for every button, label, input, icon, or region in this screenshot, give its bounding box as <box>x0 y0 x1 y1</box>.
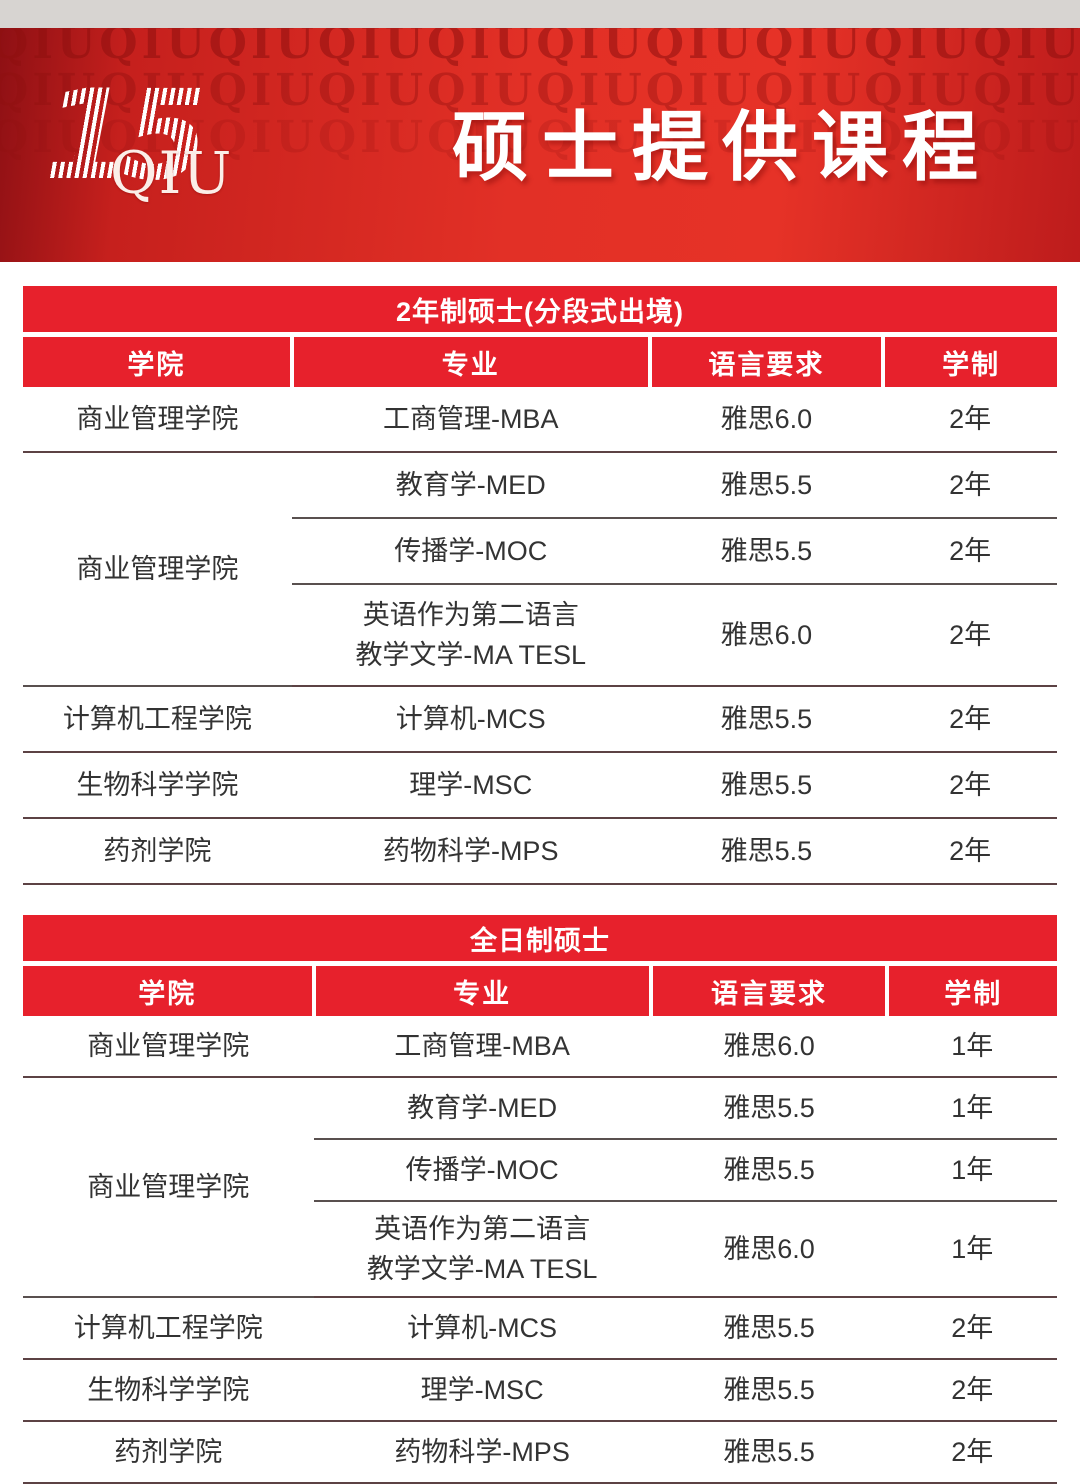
major-cell: 工商管理-MBA <box>313 1016 651 1078</box>
logo-number-15: 15 <box>44 64 209 208</box>
duration-cell: 1年 <box>887 1016 1057 1078</box>
language-cell: 雅思6.0 <box>649 387 884 453</box>
college-cell: 计算机工程学院 <box>23 686 292 753</box>
page-top-strip <box>0 0 1080 28</box>
tables-container: 2年制硕士(分段式出境) 学院 专业 语言要求 学制 商业管理学院 工商管理-M… <box>23 286 1057 1484</box>
table-row: 商业管理学院 教育学-MED 雅思5.5 2年 <box>23 452 1057 687</box>
language-cell: 雅思6.0 <box>650 1016 888 1078</box>
table-row: 传播学-MOC 雅思5.5 2年 <box>23 518 1057 585</box>
major-cell: 英语作为第二语言 教学文学-MA TESL <box>313 1201 651 1298</box>
language-cell: 雅思5.5 <box>649 752 884 819</box>
duration-cell: 1年 <box>887 1077 1057 1140</box>
qiu-watermark-line: QIUQIUQIUQIUQIUQIUQIUQIUQIUQIUQIUQIUQIUQ… <box>0 28 1080 69</box>
college-cell: 药剂学院 <box>23 818 292 885</box>
column-header-college: 学院 <box>23 966 314 1016</box>
column-header-language: 语言要求 <box>648 966 888 1016</box>
college-cell: 商业管理学院 <box>23 452 292 687</box>
duration-cell: 2年 <box>883 818 1057 885</box>
college-cell: 计算机工程学院 <box>23 1297 314 1360</box>
segmented-masters-table: 学院 专业 语言要求 学制 商业管理学院 工商管理-MBA 雅思6.0 2年 商… <box>23 337 1057 885</box>
language-cell: 雅思5.5 <box>650 1077 888 1140</box>
language-cell: 雅思5.5 <box>649 452 884 519</box>
major-cell: 计算机-MCS <box>313 1297 651 1360</box>
duration-cell: 1年 <box>887 1139 1057 1202</box>
language-cell: 雅思5.5 <box>650 1421 888 1484</box>
language-cell: 雅思5.5 <box>649 818 884 885</box>
duration-cell: 2年 <box>887 1421 1057 1484</box>
page-header: QIUQIUQIUQIUQIUQIUQIUQIUQIUQIU QIUQIUQIUQ… <box>0 28 1080 262</box>
major-cell: 传播学-MOC <box>291 518 650 585</box>
major-cell: 药物科学-MPS <box>291 818 650 885</box>
table-header-row: 学院 专业 语言要求 学制 <box>23 337 1057 387</box>
fulltime-masters-table: 学院 专业 语言要求 学制 商业管理学院 工商管理-MBA 雅思6.0 1年 商… <box>23 966 1057 1484</box>
table-header-row: 学院 专业 语言要求 学制 <box>23 966 1057 1016</box>
table-row: 生物科学学院 理学-MSC 雅思5.5 2年 <box>23 1359 1057 1422</box>
table-row: 药剂学院 药物科学-MPS 雅思5.5 2年 <box>23 818 1057 885</box>
duration-cell: 2年 <box>883 686 1057 753</box>
major-cell: 教育学-MED <box>313 1077 651 1140</box>
table-row: 英语作为第二语言 教学文学-MA TESL 雅思6.0 1年 <box>23 1201 1057 1298</box>
table-row: 生物科学学院 理学-MSC 雅思5.5 2年 <box>23 752 1057 819</box>
qiu-anniversary-logo: 15 QIU <box>44 74 274 225</box>
language-cell: 雅思6.0 <box>649 584 884 687</box>
college-cell: 药剂学院 <box>23 1421 314 1484</box>
column-header-major: 专业 <box>289 337 650 387</box>
major-cell: 英语作为第二语言 教学文学-MA TESL <box>291 584 650 687</box>
language-cell: 雅思5.5 <box>649 518 884 585</box>
duration-cell: 2年 <box>883 452 1057 519</box>
language-cell: 雅思5.5 <box>650 1359 888 1422</box>
duration-cell: 2年 <box>883 584 1057 687</box>
duration-cell: 2年 <box>883 387 1057 453</box>
table-row: 英语作为第二语言 教学文学-MA TESL 雅思6.0 2年 <box>23 584 1057 687</box>
major-cell: 工商管理-MBA <box>291 387 650 453</box>
table-title-bar: 2年制硕士(分段式出境) <box>23 286 1057 332</box>
duration-cell: 2年 <box>883 752 1057 819</box>
major-cell: 理学-MSC <box>313 1359 651 1422</box>
major-cell: 药物科学-MPS <box>313 1421 651 1484</box>
page-title: 硕士提供课程 <box>452 105 992 191</box>
college-cell: 商业管理学院 <box>23 387 292 453</box>
duration-cell: 2年 <box>887 1359 1057 1422</box>
table-block-segmented-masters: 2年制硕士(分段式出境) 学院 专业 语言要求 学制 商业管理学院 工商管理-M… <box>23 286 1057 885</box>
table-row: 商业管理学院 工商管理-MBA 雅思6.0 2年 <box>23 387 1057 453</box>
major-cell: 传播学-MOC <box>313 1139 651 1202</box>
column-header-college: 学院 <box>23 337 292 387</box>
column-header-duration: 学制 <box>881 337 1057 387</box>
major-cell: 理学-MSC <box>291 752 650 819</box>
table-row: 计算机工程学院 计算机-MCS 雅思5.5 2年 <box>23 686 1057 753</box>
logo-text-qiu: QIU <box>110 139 233 207</box>
duration-cell: 1年 <box>887 1201 1057 1298</box>
language-cell: 雅思5.5 <box>650 1297 888 1360</box>
language-cell: 雅思5.5 <box>649 686 884 753</box>
college-cell: 商业管理学院 <box>23 1016 314 1078</box>
duration-cell: 2年 <box>883 518 1057 585</box>
college-cell: 生物科学学院 <box>23 752 292 819</box>
table-row: 商业管理学院 工商管理-MBA 雅思6.0 1年 <box>23 1016 1057 1078</box>
duration-cell: 2年 <box>887 1297 1057 1360</box>
language-cell: 雅思5.5 <box>650 1139 888 1202</box>
table-row: 计算机工程学院 计算机-MCS 雅思5.5 2年 <box>23 1297 1057 1360</box>
table-row: 传播学-MOC 雅思5.5 1年 <box>23 1139 1057 1202</box>
column-header-major: 专业 <box>311 966 651 1016</box>
major-cell: 计算机-MCS <box>291 686 650 753</box>
table-title-bar: 全日制硕士 <box>23 915 1057 961</box>
college-cell: 生物科学学院 <box>23 1359 314 1422</box>
table-row: 药剂学院 药物科学-MPS 雅思5.5 2年 <box>23 1421 1057 1484</box>
column-header-language: 语言要求 <box>647 337 884 387</box>
column-header-duration: 学制 <box>885 966 1057 1016</box>
table-block-fulltime-masters: 全日制硕士 学院 专业 语言要求 学制 商业管理学院 工商管理-MBA 雅思6.… <box>23 915 1057 1484</box>
major-cell: 教育学-MED <box>291 452 650 519</box>
language-cell: 雅思6.0 <box>650 1201 888 1298</box>
table-row: 商业管理学院 教育学-MED 雅思5.5 1年 <box>23 1077 1057 1298</box>
college-cell: 商业管理学院 <box>23 1077 314 1298</box>
